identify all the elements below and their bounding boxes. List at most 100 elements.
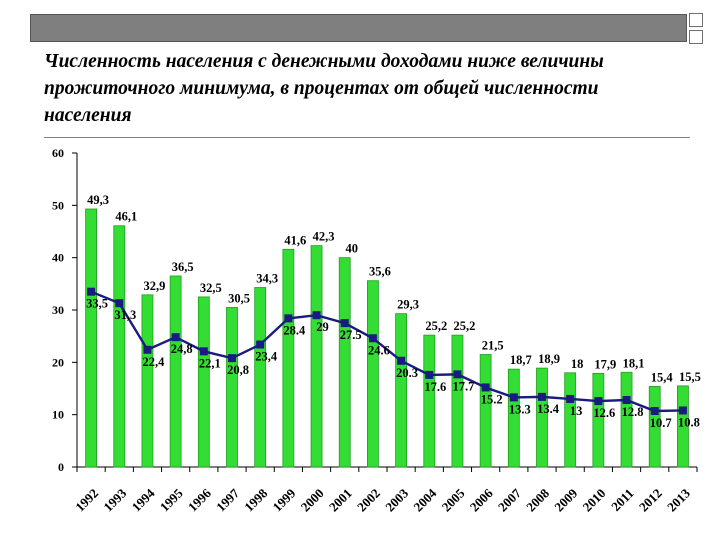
bar-value-label: 18,1 [623, 356, 645, 370]
bar [423, 334, 436, 468]
line-value-label: 24,8 [171, 342, 193, 356]
y-tick-label: 30 [52, 303, 64, 317]
bar-value-label: 35,6 [369, 265, 391, 279]
line-value-label: 20,8 [227, 363, 249, 377]
x-tick-label: 1994 [129, 485, 158, 514]
x-tick-label: 1993 [100, 485, 129, 514]
x-tick-label: 2005 [439, 485, 468, 514]
bar-value-label: 29,3 [397, 298, 419, 312]
bar [507, 368, 520, 468]
line-marker [481, 383, 490, 392]
bar-value-label: 15,4 [651, 370, 674, 384]
x-tick-label: 2012 [636, 486, 665, 515]
line-marker [453, 370, 462, 379]
title-rule [44, 137, 690, 138]
bar-series [85, 208, 689, 468]
bar-value-label: 32,5 [200, 281, 222, 295]
x-tick-label: 2007 [495, 485, 524, 514]
line-marker [566, 394, 575, 403]
line-value-label: 13.4 [537, 402, 560, 416]
bar [254, 287, 267, 468]
line-marker [678, 406, 687, 415]
line-value-label: 13 [570, 404, 583, 418]
x-tick-label: 1999 [269, 485, 298, 514]
line-marker [425, 370, 434, 379]
bar-value-label: 30,5 [228, 291, 250, 305]
line-path [90, 290, 683, 413]
line-value-label: 17.7 [453, 379, 475, 393]
line-marker [650, 407, 659, 416]
line-value-label: 24.6 [368, 343, 390, 357]
x-tick-label: 1997 [213, 485, 242, 514]
line-marker [199, 347, 208, 356]
y-tick-label: 20 [52, 355, 64, 369]
line-marker [284, 314, 293, 323]
bar [310, 245, 323, 468]
header-bar [30, 14, 687, 42]
line-value-label: 12.6 [593, 406, 615, 420]
bar-value-label: 18 [571, 357, 584, 371]
bar [536, 367, 548, 468]
line-value-label: 17.6 [424, 380, 446, 394]
line-value-label: 10.7 [650, 416, 672, 430]
bar [620, 371, 633, 468]
bar-value-label: 25,2 [454, 319, 476, 333]
line-marker [622, 396, 631, 405]
x-tick-label: 2010 [579, 486, 608, 515]
line-marker [228, 354, 236, 363]
corner-box-top [689, 13, 703, 27]
line-marker [171, 333, 180, 342]
x-tick-label: 2000 [298, 486, 327, 515]
bar [169, 275, 182, 468]
line-value-label: 12.8 [622, 405, 644, 419]
bar-value-label: 49,3 [87, 193, 109, 207]
bar [677, 385, 689, 468]
line-marker [397, 356, 406, 365]
bar-value-label: 25,2 [425, 319, 447, 333]
bar [592, 372, 605, 468]
y-tick-label: 10 [52, 408, 64, 422]
bar-value-label: 18,9 [538, 352, 560, 366]
x-tick-label: 2002 [354, 486, 383, 515]
bar-value-label: 17,9 [594, 357, 616, 371]
line-marker [115, 299, 124, 308]
line-value-label: 10.8 [678, 415, 700, 429]
bar [564, 372, 577, 468]
bar-value-label: 15,5 [679, 370, 701, 384]
x-tick-label: 2009 [551, 485, 580, 514]
x-tick-label: 2013 [664, 485, 693, 514]
bar [226, 306, 238, 468]
line-value-label: 22,4 [143, 355, 166, 369]
line-marker [87, 287, 96, 296]
bar-value-label: 18,7 [510, 353, 532, 367]
bar [282, 248, 295, 468]
x-tick-label: 1996 [185, 485, 214, 514]
x-tick-label: 2008 [523, 485, 552, 514]
line-value-label: 31,3 [114, 308, 136, 322]
bar-value-label: 42,3 [313, 230, 335, 244]
bar-value-label: 32,9 [144, 279, 166, 293]
line-value-label: 15.2 [481, 392, 503, 406]
x-tick-label: 1998 [241, 485, 270, 514]
line-marker [509, 393, 518, 402]
y-tick-label: 50 [52, 198, 64, 212]
corner-box-bottom [689, 30, 703, 44]
bar-value-label: 40 [345, 242, 358, 256]
bar-value-label: 46,1 [115, 210, 137, 224]
bar [85, 208, 97, 468]
line-marker [312, 311, 321, 320]
data-labels: 49,3 46,1 32,9 36,5 32,5 30,5 34,3 41,6 42,3 40 35… [86, 193, 701, 430]
line-value-label: 13.3 [509, 402, 531, 416]
y-tick-label: 40 [52, 251, 64, 265]
x-tick-label: 2011 [608, 486, 636, 514]
bar-value-label: 21,5 [482, 338, 504, 352]
line-marker [256, 340, 265, 349]
y-tick-label: 60 [52, 146, 64, 160]
bar [113, 225, 126, 468]
y-tick-label: 0 [58, 460, 64, 474]
bar-value-label: 36,5 [172, 260, 194, 274]
bar [479, 354, 492, 468]
line-value-label: 23,4 [255, 350, 278, 364]
line-marker [594, 397, 603, 406]
